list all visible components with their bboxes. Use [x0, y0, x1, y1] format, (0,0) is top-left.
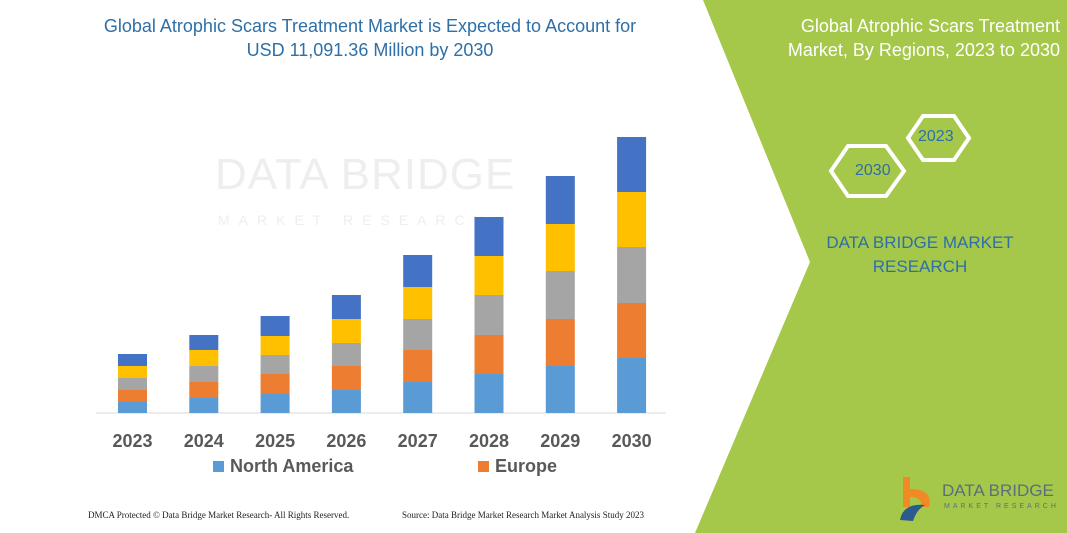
- bar-segment-2025-series-4: [260, 336, 290, 355]
- bar-segment-2026-series-4: [331, 319, 361, 343]
- watermark-text: DATA BRIDGE: [215, 150, 516, 199]
- bar-segment-2023-north-america: [118, 402, 147, 413]
- bar-segment-2023-series-3: [118, 378, 147, 390]
- bar-segment-2025-series-3: [260, 355, 290, 374]
- stacked-bar-chart: 2023 2024 2025 2026 2027 2028 2029 2030: [96, 137, 666, 451]
- bar-segment-2030-series-3: [617, 247, 647, 303]
- logo-subtext: MARKET RESEARCH: [944, 503, 1059, 510]
- bar-segment-2029-north-america: [545, 366, 575, 413]
- bar-segment-2024-north-america: [189, 398, 219, 413]
- side-panel-title: Global Atrophic Scars Treatment Market, …: [787, 16, 1060, 60]
- bar-segment-2029-series-3: [545, 271, 575, 319]
- bar-segment-2027-series-3: [403, 319, 433, 350]
- legend-swatch: [478, 461, 489, 472]
- x-tick-label: 2028: [469, 431, 509, 451]
- bar-segment-2026-europe: [331, 366, 361, 390]
- x-tick-label: 2024: [184, 431, 224, 451]
- bar-segment-2030-europe: [617, 303, 647, 358]
- bar-segment-2024-series-4: [189, 350, 219, 366]
- hexagon-2030: [828, 144, 907, 198]
- bar-segment-2027-europe: [403, 350, 433, 382]
- brand-text: DATA BRIDGE MARKET RESEARCH: [826, 233, 1014, 276]
- x-tick-label: 2026: [326, 431, 366, 451]
- source-note: Source: Data Bridge Market Research Mark…: [402, 510, 644, 520]
- bar-segment-2027-north-america: [403, 382, 433, 413]
- hexagon-2023: [905, 114, 972, 162]
- bar-segment-2025-series-5: [260, 316, 290, 336]
- legend-item-europe: Europe: [478, 456, 557, 477]
- bar-segment-2030-series-4: [617, 192, 647, 247]
- bar-segment-2030-north-america: [617, 358, 647, 413]
- bar-segment-2024-series-3: [189, 366, 219, 382]
- bar-segment-2029-series-5: [545, 176, 575, 224]
- legend-item-north-america: North America: [213, 456, 353, 477]
- bar-segment-2023-series-5: [118, 354, 147, 366]
- bar-segment-2028-series-5: [474, 217, 504, 256]
- bar-segment-2028-series-3: [474, 295, 504, 335]
- bar-segment-2028-north-america: [474, 374, 504, 413]
- bar-segment-2023-europe: [118, 390, 147, 402]
- x-tick-label: 2029: [540, 431, 580, 451]
- legend-swatch: [213, 461, 224, 472]
- x-tick-label: 2023: [112, 431, 152, 451]
- bar-segment-2028-series-4: [474, 256, 504, 295]
- bar-segment-2024-europe: [189, 382, 219, 398]
- bar-segment-2026-series-5: [331, 295, 361, 319]
- bar-segment-2027-series-5: [403, 255, 433, 287]
- bar-segment-2028-europe: [474, 335, 504, 374]
- bar-segment-2024-series-5: [189, 335, 219, 350]
- x-tick-label: 2027: [398, 431, 438, 451]
- bar-segment-2025-europe: [260, 374, 290, 394]
- bar-segment-2026-series-3: [331, 343, 361, 366]
- watermark-subtext: MARKET RESEARCH: [218, 212, 493, 228]
- data-bridge-logo-icon: [900, 477, 930, 521]
- hex-label-2023: 2023: [918, 128, 954, 145]
- hex-label-2030: 2030: [855, 162, 891, 179]
- legend-label: Europe: [495, 456, 558, 476]
- chart-title: Global Atrophic Scars Treatment Market i…: [103, 16, 637, 60]
- logo-text: DATA BRIDGE: [942, 481, 1054, 500]
- bar-segment-2027-series-4: [403, 287, 433, 319]
- hexagons: [828, 114, 972, 198]
- legend-label: North America: [230, 456, 354, 476]
- dmca-notice: DMCA Protected © Data Bridge Market Rese…: [88, 510, 350, 520]
- bar-segment-2025-north-america: [260, 394, 290, 413]
- x-tick-label: 2025: [255, 431, 295, 451]
- bar-segment-2029-series-4: [545, 224, 575, 271]
- bar-segment-2023-series-4: [118, 366, 147, 378]
- x-tick-label: 2030: [612, 431, 652, 451]
- bar-segment-2029-europe: [545, 319, 575, 366]
- bar-segment-2030-series-5: [617, 137, 647, 192]
- bar-segment-2026-north-america: [331, 390, 361, 413]
